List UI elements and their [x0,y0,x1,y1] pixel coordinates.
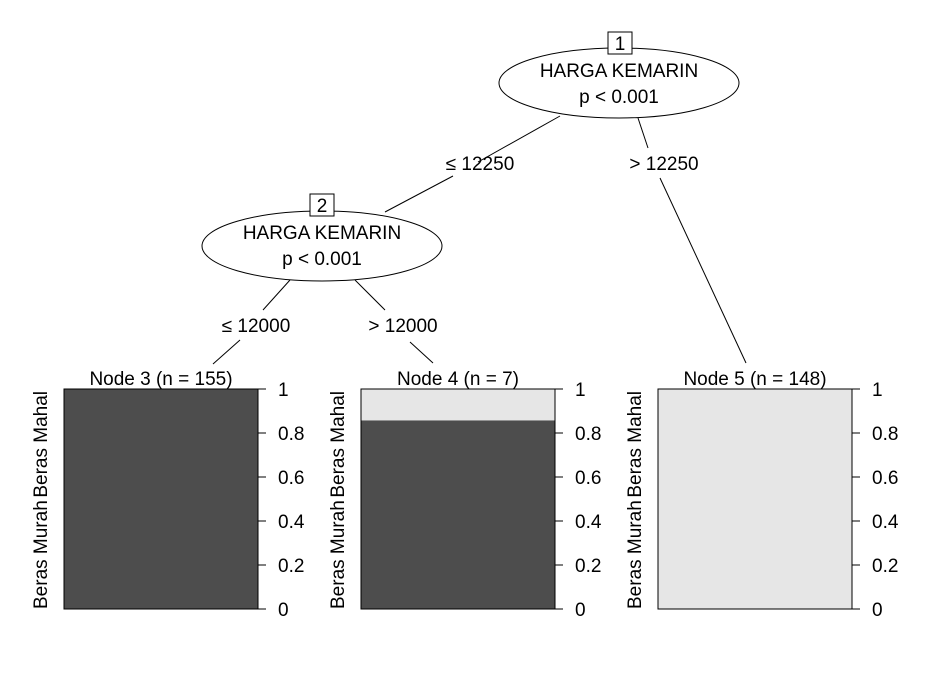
axis-tick-label: 1 [575,380,586,401]
axis-tick-label: 0 [575,600,586,621]
node-variable: HARGA KEMARIN [243,223,401,244]
axis-tick-label: 0.8 [278,424,304,445]
axis-tick-label: 1 [278,380,289,401]
axis-tick-label: 0.6 [872,468,898,489]
edge-label-1-2: ≤ 12250 [446,154,515,175]
axis-tick-label: 0.6 [278,468,304,489]
terminal-node-4: Node 4 (n = 7) 0 0.2 0.4 0.6 0.8 1 Beras MahalB… [328,369,602,621]
class-label-top: Beras Mahal [625,391,646,498]
bar-segment-beras-murah [64,389,258,609]
axis-tick-label: 0 [278,600,289,621]
edge-2-3-upper [262,279,291,311]
node-id-box [607,31,633,55]
axis-tick-label: 0 [872,600,883,621]
bar-frame [63,388,259,610]
edge-label-2-4: > 12000 [368,316,437,337]
terminal-node-3: Node 3 (n = 155) 0 0.2 0.4 0.6 0.8 1 Beras Maha… [31,369,305,621]
edge-2-4-lower [409,341,434,364]
bar-segment-beras-mahal [658,389,852,609]
axis-tick-label: 0.2 [575,556,601,577]
axis-tick-label: 0.4 [575,512,602,533]
terminal-title: Node 3 (n = 155) [89,369,232,390]
edge-label-2-3: ≤ 12000 [222,316,291,337]
bar-segment-beras-murah [361,420,555,609]
class-label-top: Beras Mahal [31,391,52,498]
edge-2-3-lower [212,339,241,365]
axis-tick-label: 0.4 [872,512,899,533]
class-label-top: Beras Mahal [328,391,349,498]
node-variable: HARGA KEMARIN [540,61,698,82]
node-p-value: p < 0.001 [282,249,362,270]
node-ellipse [201,210,443,282]
axis-tick-label: 0.8 [575,424,601,445]
axis-tick-label: 1 [872,380,883,401]
axis-tick-label: 0.2 [278,556,304,577]
inner-node-1: 1 HARGA KEMARIN p < 0.001 [498,31,740,119]
edge-1-5-lower [659,177,747,364]
node-id-box [309,193,335,217]
class-label-bottom: Beras Murah [625,500,646,609]
edge-1-5-upper [637,117,649,149]
terminal-nodes: Node 3 (n = 155) 0 0.2 0.4 0.6 0.8 1 Beras Maha… [31,369,899,621]
edge-1-2-lower [384,175,454,213]
edge-2-4-upper [354,279,386,311]
node-id: 2 [317,196,328,217]
bar-frame [657,388,853,610]
class-label-bottom: Beras Murah [328,500,349,609]
bar-segment-beras-mahal [361,389,555,421]
inner-node-2: 2 HARGA KEMARIN p < 0.001 [201,193,443,282]
axis-tick-label: 0.2 [872,556,898,577]
terminal-title: Node 5 (n = 148) [683,369,826,390]
terminal-node-5: Node 5 (n = 148) 0 0.2 0.4 0.6 0.8 1 Beras Maha… [625,369,899,621]
node-id: 1 [615,34,626,55]
axis-tick-label: 0.8 [872,424,898,445]
terminal-title: Node 4 (n = 7) [397,369,519,390]
node-p-value: p < 0.001 [579,87,659,108]
axis-tick-label: 0.4 [278,512,305,533]
edge-label-1-5: > 12250 [629,154,698,175]
bar-frame [360,388,556,610]
edge-1-2-upper [477,115,561,163]
class-label-bottom: Beras Murah [31,500,52,609]
axis-tick-label: 0.6 [575,468,601,489]
